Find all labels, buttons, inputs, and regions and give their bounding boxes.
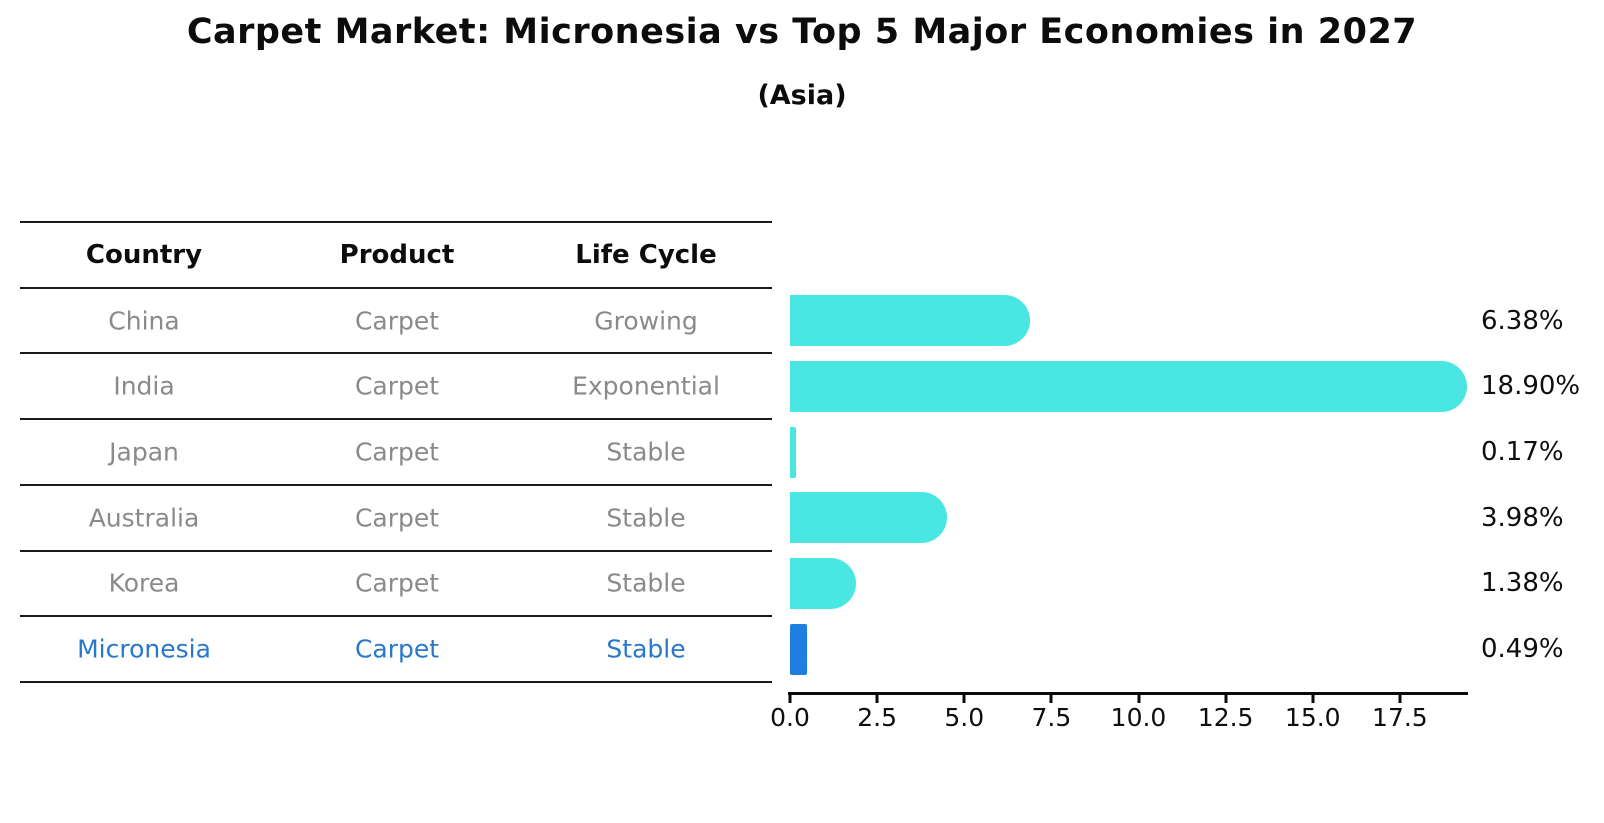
bar-china (790, 295, 1031, 347)
x-axis (788, 692, 1468, 695)
x-tick-label: 10.0 (1110, 703, 1167, 732)
country-cell-korea: Korea (108, 568, 180, 598)
x-tick (1398, 695, 1402, 703)
column-header-country: Country (85, 240, 203, 270)
table-rule (20, 681, 772, 683)
x-tick (1311, 695, 1315, 703)
x-tick (1049, 695, 1053, 703)
bar-value-label: 0.17% (1481, 437, 1564, 467)
country-cell-china: China (108, 306, 180, 336)
bar-korea (790, 557, 857, 609)
x-tick (962, 695, 966, 703)
bar-value-label: 6.38% (1481, 305, 1564, 336)
x-tick-label: 17.5 (1372, 703, 1428, 732)
table-rule (20, 483, 772, 486)
table-rule (20, 286, 772, 289)
life-cycle-cell-india: Exponential (572, 371, 720, 401)
bar-micronesia (790, 623, 808, 675)
table-rule (20, 418, 772, 421)
chart-title: Carpet Market: Micronesia vs Top 5 Major… (186, 12, 1418, 52)
bar-value-label: 0.49% (1481, 634, 1564, 665)
x-tick (1137, 695, 1140, 703)
x-tick (1224, 695, 1228, 703)
country-cell-australia: Australia (88, 503, 200, 533)
x-tick-label: 7.5 (1031, 703, 1072, 732)
product-cell-japan: Carpet (354, 437, 440, 467)
country-cell-japan: Japan (109, 437, 179, 467)
x-tick-label: 12.5 (1197, 703, 1254, 732)
table-rule (20, 221, 772, 223)
life-cycle-cell-australia: Stable (606, 503, 686, 533)
life-cycle-cell-japan: Stable (606, 437, 686, 467)
life-cycle-cell-korea: Stable (606, 568, 686, 598)
product-cell-micronesia: Carpet (354, 634, 440, 664)
bar-value-label: 18.90% (1481, 371, 1581, 402)
bar-india (790, 360, 1467, 412)
product-cell-china: Carpet (354, 306, 440, 336)
x-tick (788, 695, 792, 703)
x-tick-label: 15.0 (1284, 703, 1341, 732)
chart-subtitle: (Asia) (757, 80, 847, 111)
bar-value-label: 1.38% (1481, 568, 1564, 599)
table-rule (20, 615, 772, 618)
country-cell-india: India (113, 371, 175, 401)
table-rule (20, 549, 772, 552)
x-tick-label: 5.0 (944, 703, 985, 732)
table-rule (20, 352, 772, 355)
column-header-product: Product (339, 240, 455, 270)
life-cycle-cell-china: Growing (594, 306, 698, 336)
x-tick (875, 695, 879, 703)
bar-value-label: 3.98% (1481, 502, 1564, 533)
column-header-life-cycle: Life Cycle (575, 240, 717, 270)
bar-australia (790, 492, 947, 544)
bar-japan (790, 426, 796, 478)
product-cell-australia: Carpet (354, 503, 440, 533)
x-tick-label: 2.5 (857, 703, 898, 732)
x-tick-label: 0.0 (770, 703, 810, 732)
life-cycle-cell-micronesia: Stable (606, 634, 686, 664)
product-cell-india: Carpet (354, 371, 440, 401)
country-cell-micronesia: Micronesia (77, 634, 211, 664)
product-cell-korea: Carpet (354, 568, 440, 598)
